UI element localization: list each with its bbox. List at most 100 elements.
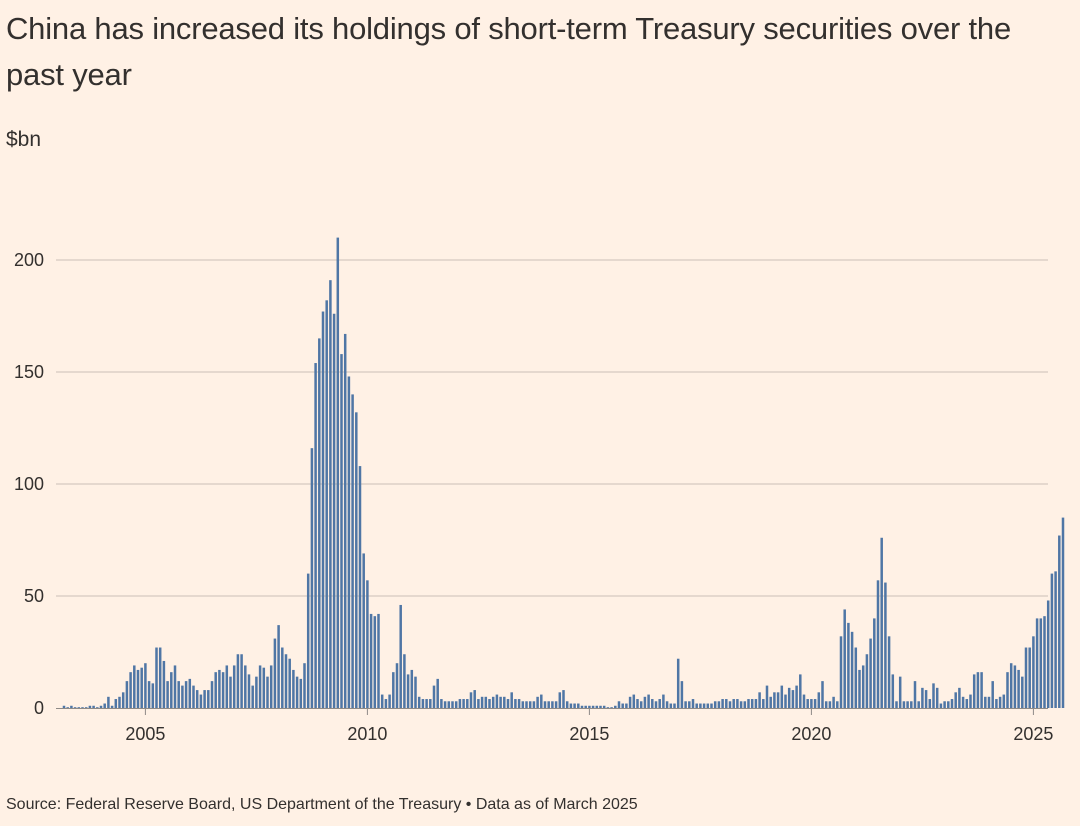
bar [451, 701, 454, 708]
bar [488, 699, 491, 708]
bar [417, 696, 421, 708]
bar [554, 701, 558, 708]
bar [399, 604, 402, 708]
x-axis-ticks: 2005 2010 2015 2020 2025 [125, 708, 1053, 744]
bar [813, 699, 817, 708]
bar [795, 685, 798, 708]
bar [861, 665, 865, 708]
bar [950, 699, 954, 708]
bar [499, 696, 502, 708]
bar [906, 701, 909, 708]
bar [651, 699, 654, 708]
bar [118, 696, 121, 708]
bar [207, 690, 210, 708]
bar [799, 674, 802, 708]
bar [776, 692, 780, 708]
bar [654, 701, 658, 708]
bar [521, 701, 525, 708]
bar [403, 654, 406, 708]
bar [969, 694, 972, 708]
bar [584, 705, 587, 708]
bar [721, 699, 724, 708]
bar [676, 658, 680, 708]
bar [1061, 517, 1065, 708]
bar [739, 701, 743, 708]
bar [240, 654, 243, 708]
bar [306, 573, 310, 708]
bar [880, 537, 883, 708]
bar [1058, 535, 1061, 708]
bar [329, 280, 332, 708]
bar [225, 665, 229, 708]
bar [1006, 672, 1009, 708]
bar [114, 699, 118, 708]
bar [602, 705, 606, 708]
bar [580, 705, 584, 708]
bar [1024, 647, 1028, 708]
bar [96, 707, 99, 708]
y-axis-unit-label: $bn [6, 128, 42, 151]
bar [1021, 676, 1024, 708]
bar [791, 690, 795, 708]
bar [802, 694, 806, 708]
bar [765, 685, 769, 708]
bar [614, 705, 617, 708]
bar [251, 685, 254, 708]
bar [976, 672, 980, 708]
bar [769, 696, 772, 708]
bar [255, 676, 258, 708]
bar [824, 701, 828, 708]
bar [662, 694, 665, 708]
bar [887, 636, 891, 708]
y-tick-label-150: 150 [14, 362, 44, 382]
bar [680, 681, 684, 708]
x-tick-label-2025: 2025 [1013, 724, 1053, 744]
bar [895, 701, 898, 708]
bar [292, 669, 295, 708]
bar [392, 672, 395, 708]
bar [477, 699, 480, 708]
bar [421, 699, 425, 708]
bar [850, 631, 854, 708]
bar [551, 701, 554, 708]
bar [210, 681, 214, 708]
bar [425, 699, 428, 708]
bar [725, 699, 728, 708]
bar [1009, 663, 1013, 708]
bar [943, 701, 946, 708]
bar [639, 701, 643, 708]
bar [340, 354, 343, 708]
bar [758, 692, 761, 708]
bar [995, 699, 998, 708]
bar [362, 553, 365, 708]
bar [980, 672, 983, 708]
bar [199, 694, 203, 708]
bar [747, 699, 750, 708]
bar [232, 665, 236, 708]
bar [898, 676, 902, 708]
bar [369, 613, 373, 708]
bar [188, 678, 192, 708]
bar [532, 701, 536, 708]
bar [810, 699, 813, 708]
bar [440, 699, 443, 708]
bar [562, 690, 565, 708]
bar [388, 694, 391, 708]
bar [325, 300, 328, 708]
bar [510, 692, 513, 708]
y-tick-label-200: 200 [14, 250, 44, 270]
bar-chart: 0 50 100 150 200 2005 2010 2015 2020 2025 [14, 237, 1065, 744]
bar [836, 701, 839, 708]
bar [965, 699, 969, 708]
bar [702, 703, 706, 708]
bar [961, 696, 965, 708]
bar [121, 692, 125, 708]
bar [506, 699, 510, 708]
bar [262, 667, 266, 708]
bar [806, 699, 809, 708]
bar [743, 701, 747, 708]
bar [913, 681, 917, 708]
bar [684, 701, 687, 708]
bar [380, 694, 384, 708]
bar [665, 701, 669, 708]
